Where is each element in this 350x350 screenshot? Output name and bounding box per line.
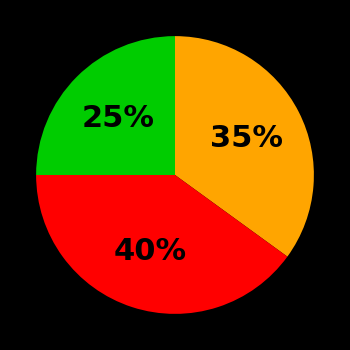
Text: 25%: 25%	[82, 104, 155, 133]
Text: 35%: 35%	[210, 124, 283, 153]
Wedge shape	[175, 36, 314, 257]
Wedge shape	[36, 175, 287, 314]
Wedge shape	[36, 36, 175, 175]
Text: 40%: 40%	[113, 237, 187, 266]
